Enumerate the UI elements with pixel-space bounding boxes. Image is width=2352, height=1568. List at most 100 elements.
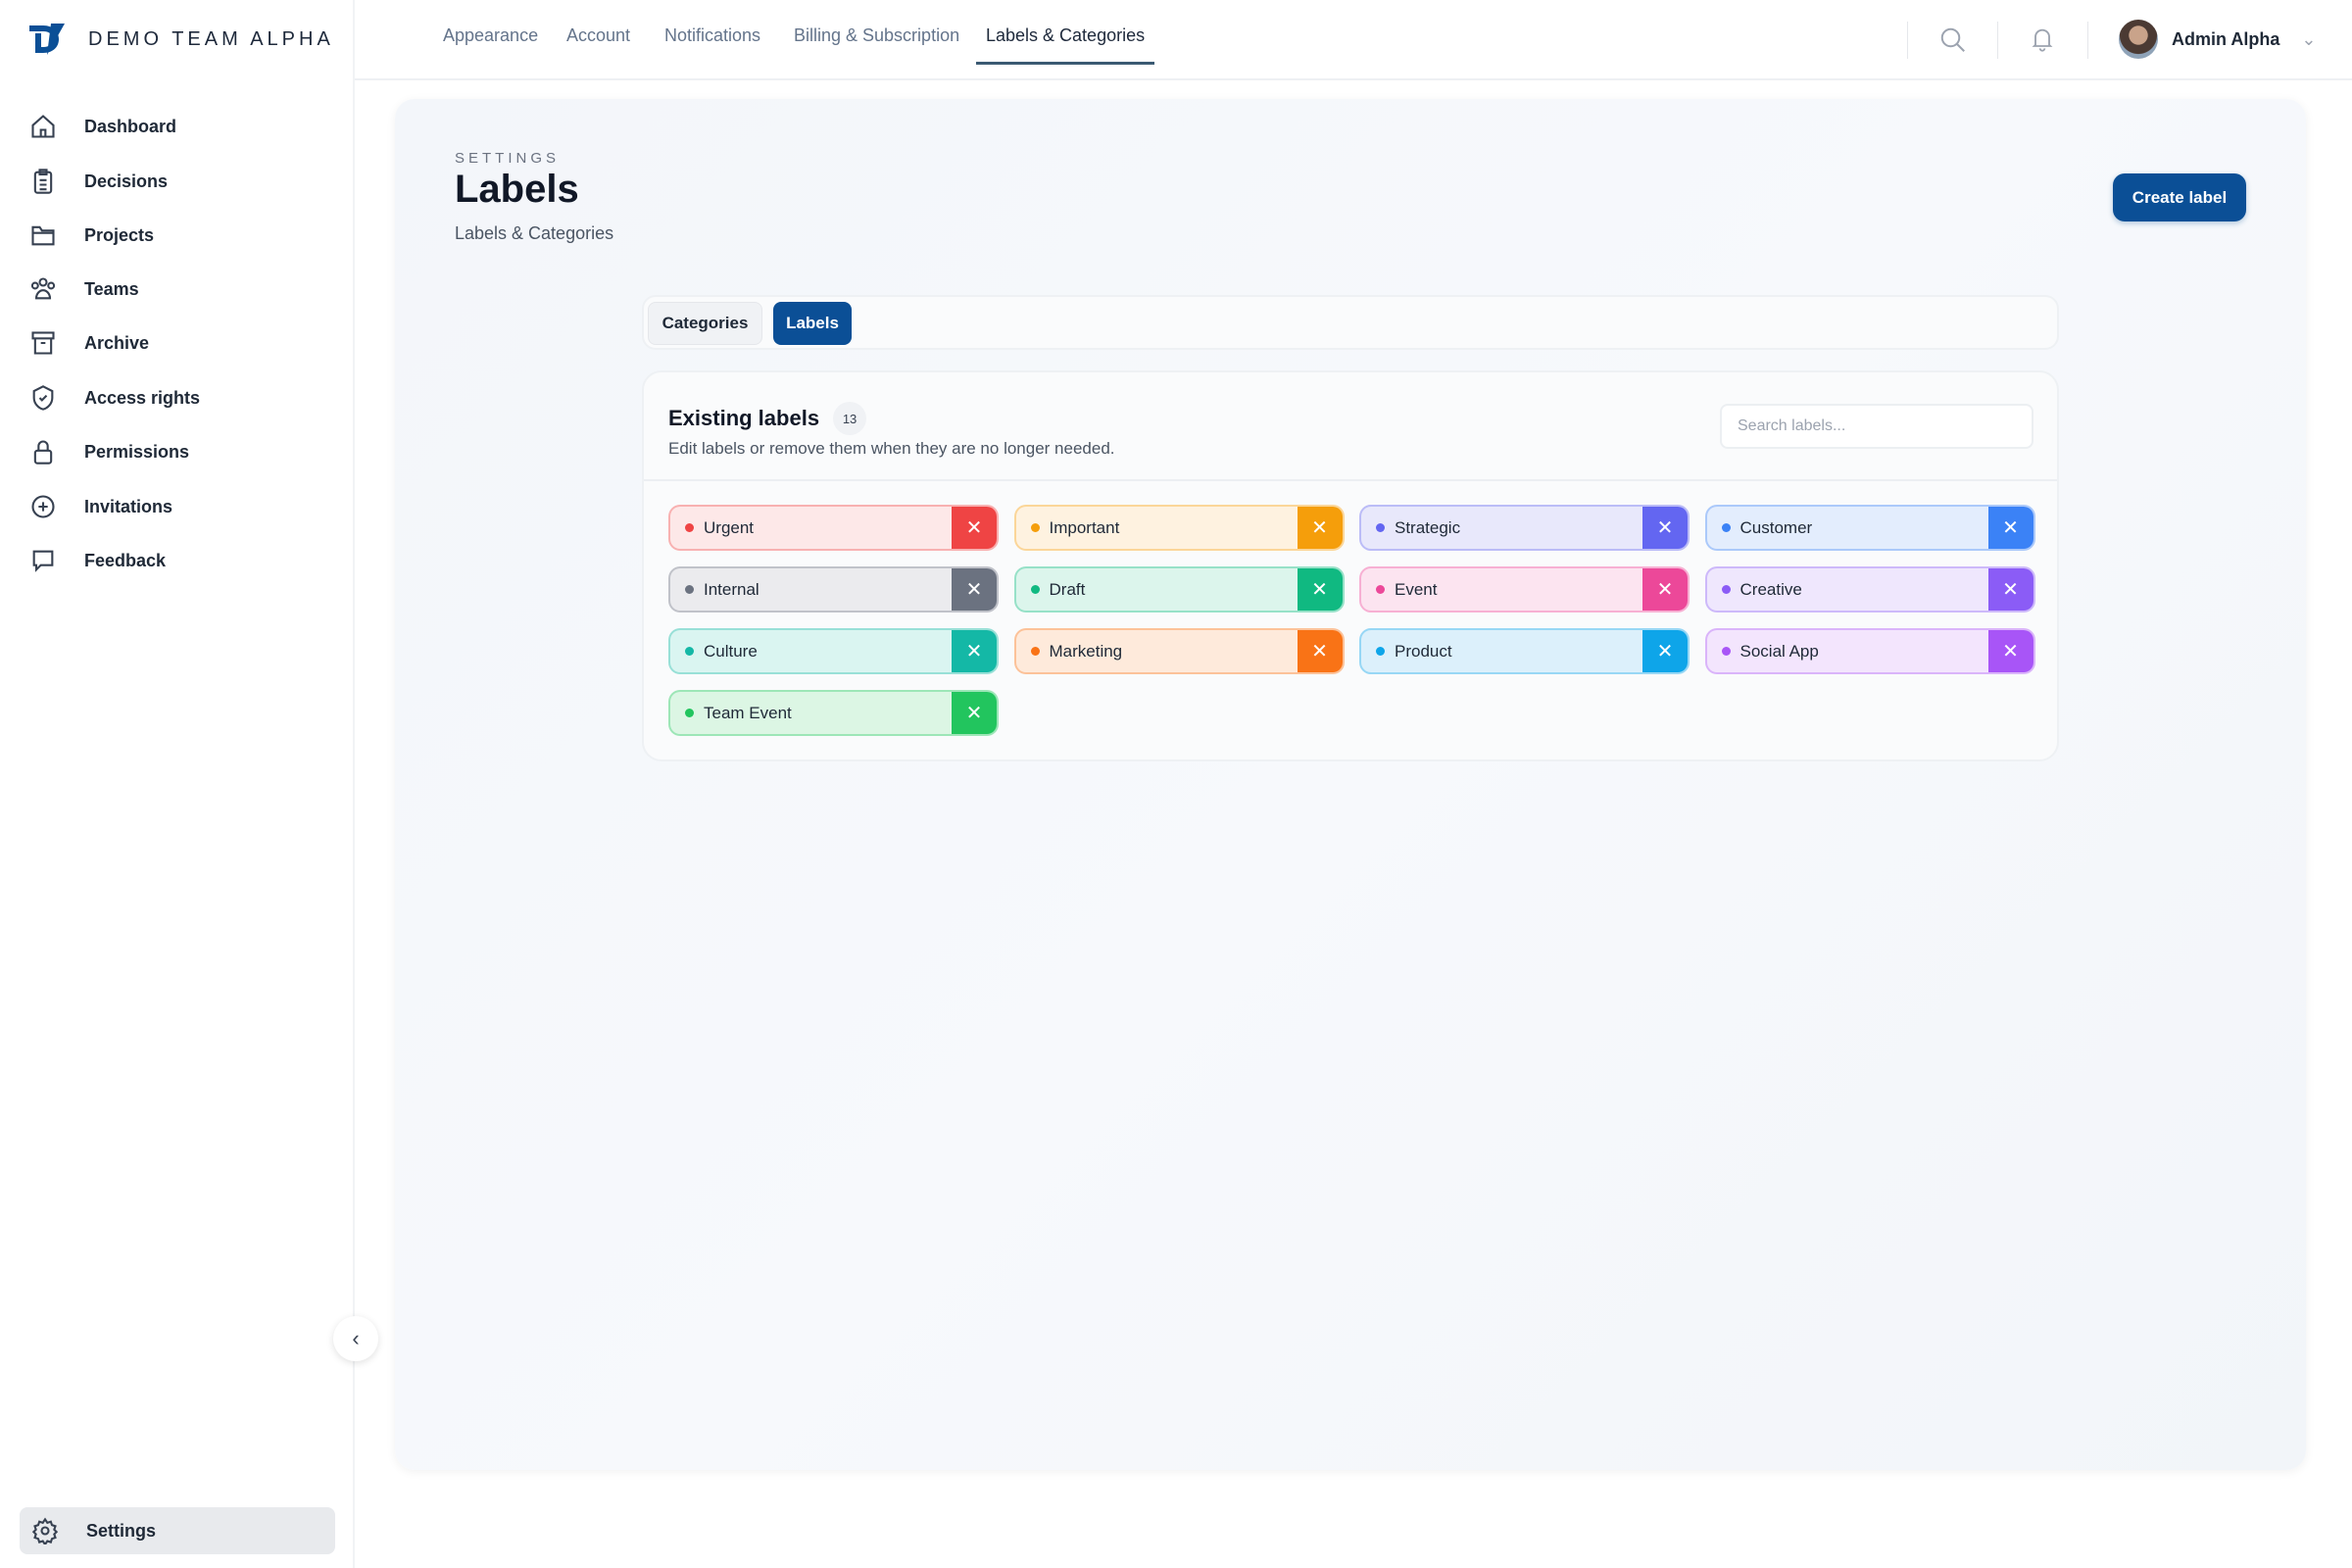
label-color-dot	[1721, 523, 1731, 532]
sidebar-item-label: Feedback	[84, 550, 167, 570]
user-name: Admin Alpha	[2172, 28, 2280, 49]
page-title: Labels	[455, 168, 579, 211]
tab-appearance[interactable]: Appearance	[443, 25, 539, 45]
remove-label-icon[interactable]: ✕	[1987, 630, 2034, 672]
remove-label-icon[interactable]: ✕	[952, 630, 997, 672]
label-chip[interactable]: Team Event ✕	[668, 690, 999, 736]
remove-label-icon[interactable]: ✕	[1642, 630, 1688, 672]
remove-label-icon[interactable]: ✕	[1987, 568, 2034, 611]
remove-label-icon[interactable]: ✕	[952, 507, 997, 549]
label-chip[interactable]: Strategic ✕	[1359, 505, 1690, 551]
label-chip[interactable]: Marketing ✕	[1013, 628, 1345, 674]
divider	[644, 479, 2057, 481]
sidebar-item-decisions[interactable]: Decisions	[29, 162, 168, 201]
remove-label-icon[interactable]: ✕	[1297, 568, 1343, 611]
label-name: Event	[1395, 579, 1438, 599]
label-color-dot	[685, 585, 694, 594]
label-color-dot	[1030, 523, 1040, 532]
label-color-dot	[1030, 585, 1040, 594]
sidebar-item-label: Permissions	[84, 441, 190, 462]
top-bar: Appearance Account Notifications Billing…	[355, 0, 2352, 80]
remove-label-icon[interactable]: ✕	[952, 692, 997, 734]
tab-notifications[interactable]: Notifications	[664, 25, 761, 45]
label-chip[interactable]: Important ✕	[1013, 505, 1345, 551]
sidebar-item-dashboard[interactable]: Dashboard	[29, 107, 176, 146]
label-chip[interactable]: Social App ✕	[1704, 628, 2035, 674]
sidebar-item-label: Decisions	[84, 171, 169, 191]
sidebar-item-access-rights[interactable]: Access rights	[29, 378, 200, 417]
label-color-dot	[1721, 585, 1731, 594]
label-name: Urgent	[704, 517, 755, 537]
label-color-dot	[685, 647, 694, 656]
home-icon	[31, 115, 55, 138]
remove-label-icon[interactable]: ✕	[1297, 507, 1343, 549]
avatar	[2119, 20, 2158, 59]
tab-billing[interactable]: Billing & Subscription	[794, 25, 960, 45]
folder-icon	[31, 225, 55, 246]
sidebar-item-feedback[interactable]: Feedback	[29, 541, 166, 580]
label-name: Draft	[1049, 579, 1086, 599]
tab-categories[interactable]: Categories	[648, 302, 762, 345]
sidebar: DEMO TEAM ALPHA Dashboard Decisions Proj…	[0, 0, 355, 1568]
sidebar-item-projects[interactable]: Projects	[29, 216, 154, 255]
sidebar-item-settings[interactable]: Settings	[20, 1507, 335, 1554]
sidebar-item-archive[interactable]: Archive	[29, 323, 149, 363]
label-color-dot	[685, 523, 694, 532]
label-chip[interactable]: Culture ✕	[668, 628, 999, 674]
tab-labels-categories[interactable]: Labels & Categories	[976, 25, 1155, 65]
remove-label-icon[interactable]: ✕	[1297, 630, 1343, 672]
users-icon	[30, 277, 56, 300]
remove-label-icon[interactable]: ✕	[952, 568, 997, 611]
existing-labels-card: Existing labels 13 Edit labels or remove …	[642, 370, 2059, 761]
search-icon[interactable]	[1938, 25, 1968, 55]
clipboard-icon	[33, 169, 53, 194]
chevron-down-icon: ⌄	[2301, 28, 2317, 49]
tab-labels[interactable]: Labels	[773, 302, 852, 345]
label-chip[interactable]: Draft ✕	[1013, 566, 1345, 612]
label-chip[interactable]: Internal ✕	[668, 566, 999, 612]
label-chip[interactable]: Customer ✕	[1704, 505, 2035, 551]
user-menu[interactable]: Admin Alpha ⌄	[2119, 20, 2316, 59]
label-name: Creative	[1740, 579, 1802, 599]
label-chip[interactable]: Event ✕	[1359, 566, 1690, 612]
label-color-dot	[1376, 585, 1385, 594]
label-name: Culture	[704, 641, 758, 661]
remove-label-icon[interactable]: ✕	[1987, 507, 2034, 549]
sidebar-item-teams[interactable]: Teams	[29, 270, 139, 309]
sidebar-item-label: Dashboard	[84, 116, 177, 136]
label-chip[interactable]: Creative ✕	[1704, 566, 2035, 612]
bell-icon[interactable]	[2029, 24, 2056, 55]
label-name: Internal	[704, 579, 760, 599]
remove-label-icon[interactable]: ✕	[1642, 568, 1688, 611]
label-chip[interactable]: Product ✕	[1359, 628, 1690, 674]
page-eyebrow: SETTINGS	[455, 150, 561, 167]
archive-icon	[31, 331, 55, 355]
sidebar-item-label: Invitations	[84, 496, 173, 516]
chat-icon	[32, 550, 54, 572]
divider	[1907, 22, 1908, 59]
label-name: Social App	[1740, 641, 1819, 661]
sidebar-item-permissions[interactable]: Permissions	[29, 432, 189, 471]
logo[interactable]: DEMO TEAM ALPHA	[27, 22, 334, 57]
sidebar-item-label: Access rights	[84, 387, 201, 408]
label-name: Customer	[1740, 517, 1813, 537]
label-name: Strategic	[1395, 517, 1461, 537]
sidebar-item-invitations[interactable]: Invitations	[29, 487, 172, 526]
logo-icon	[29, 24, 65, 55]
card-title: Existing labels	[668, 406, 820, 430]
remove-label-icon[interactable]: ✕	[1642, 507, 1688, 549]
create-label-button[interactable]: Create label	[2113, 173, 2246, 221]
search-labels-input[interactable]	[1720, 404, 2034, 449]
segment-tabs: Categories Labels	[642, 295, 2059, 350]
label-name: Team Event	[704, 703, 792, 722]
collapse-sidebar-button[interactable]: ‹	[333, 1316, 378, 1361]
tab-account[interactable]: Account	[566, 25, 631, 45]
label-color-dot	[1376, 647, 1385, 656]
gear-icon	[31, 1517, 59, 1544]
chevron-left-icon: ‹	[352, 1326, 360, 1350]
label-color-dot	[1030, 647, 1040, 656]
label-color-dot	[1721, 647, 1731, 656]
label-chip[interactable]: Urgent ✕	[668, 505, 999, 551]
label-name: Important	[1049, 517, 1120, 537]
card-subtitle: Edit labels or remove them when they are…	[668, 439, 1115, 458]
